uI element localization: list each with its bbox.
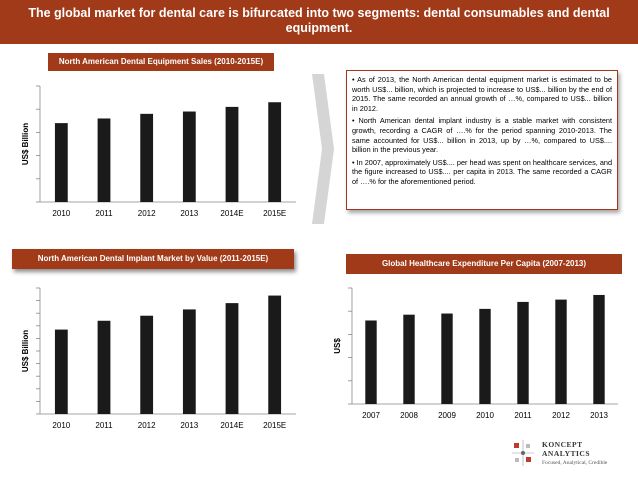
implant-chart-title: North American Dental Implant Market by … <box>12 249 294 269</box>
equipment-sales-chart: 2010 2011 2012 2013 2014E 2015E US$ Billion <box>14 82 304 222</box>
slide-title: The global market for dental care is bif… <box>28 6 610 35</box>
x-tick-label: 2008 <box>400 411 418 420</box>
x-tick-label: 2010 <box>476 411 494 420</box>
x-tick-label: 2012 <box>552 411 570 420</box>
bar <box>225 303 239 414</box>
bar <box>182 111 196 202</box>
slide-header: The global market for dental care is bif… <box>0 0 638 44</box>
bar <box>140 315 154 414</box>
bar <box>268 295 282 414</box>
y-axis-label: US$ <box>333 338 342 354</box>
bar <box>593 294 605 404</box>
x-tick-label: 2011 <box>95 421 113 430</box>
x-tick-label: 2007 <box>362 411 380 420</box>
x-tick-label: 2014E <box>220 209 243 218</box>
koncept-grid-logo-icon <box>512 440 534 466</box>
x-tick-label: 2013 <box>180 209 198 218</box>
bar <box>54 329 68 414</box>
equipment-chart-title: North American Dental Equipment Sales (2… <box>48 53 274 71</box>
x-tick-label: 2011 <box>95 209 113 218</box>
y-axis-label: US$ Billion <box>21 330 30 372</box>
x-tick-label: 2010 <box>52 209 70 218</box>
logo-tagline: Focused, Analytical, Credible <box>542 460 608 466</box>
logo-name: KONCEPT ANALYTICS <box>542 440 590 458</box>
bar <box>182 309 196 414</box>
x-tick-label: 2010 <box>52 421 70 430</box>
x-tick-label: 2013 <box>590 411 608 420</box>
x-tick-label: 2014E <box>220 421 243 430</box>
bar <box>517 301 529 404</box>
healthcare-expenditure-chart: 2007 2008 2009 2010 2011 2012 2013 US$ <box>326 284 626 424</box>
key-findings-box: • As of 2013, the North American dental … <box>346 70 618 210</box>
finding-healthcare: • In 2007, approximately US$.... per hea… <box>352 157 612 186</box>
bar <box>225 106 239 202</box>
bar <box>97 320 111 414</box>
healthcare-chart-title: Global Healthcare Expenditure Per Capita… <box>346 254 622 274</box>
x-tick-label: 2012 <box>138 209 156 218</box>
chart-svg: 2007 2008 2009 2010 2011 2012 2013 US$ <box>333 287 618 420</box>
implant-market-chart: 2010 2011 2012 2013 2014E 2015E US$ Billion <box>14 284 304 434</box>
bar <box>403 314 415 404</box>
chart-svg: 2010 2011 2012 2013 2014E 2015E US$ Billion <box>21 85 296 218</box>
bar <box>479 308 491 404</box>
chart-svg: 2010 2011 2012 2013 2014E 2015E US$ Billion <box>21 287 296 430</box>
bar <box>365 320 377 404</box>
x-tick-label: 2011 <box>514 411 532 420</box>
bar <box>140 113 154 202</box>
bar <box>555 299 567 404</box>
x-tick-label: 2015E <box>263 421 286 430</box>
bar <box>54 123 68 202</box>
x-tick-label: 2013 <box>180 421 198 430</box>
y-axis-label: US$ Billion <box>21 123 30 165</box>
chevron-right-icon <box>312 74 334 229</box>
bar <box>268 102 282 202</box>
finding-equipment: • As of 2013, the North American dental … <box>352 75 612 113</box>
bar <box>441 313 453 404</box>
x-tick-label: 2009 <box>438 411 456 420</box>
bar <box>97 118 111 202</box>
koncept-analytics-logo: KONCEPT ANALYTICS Focused, Analytical, C… <box>510 436 630 476</box>
x-tick-label: 2012 <box>138 421 156 430</box>
finding-implant: • North American dental implant industry… <box>352 116 612 155</box>
x-tick-label: 2015E <box>263 209 286 218</box>
